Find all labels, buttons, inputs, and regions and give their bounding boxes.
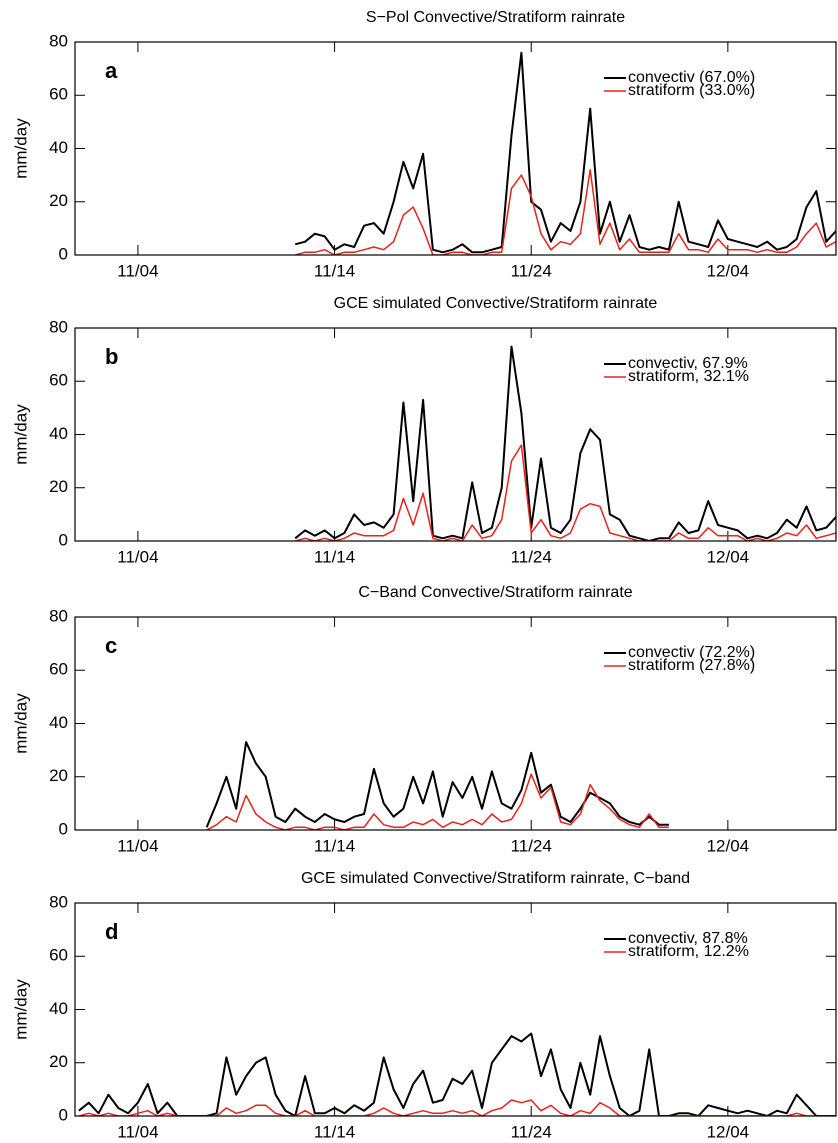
y-tick-label: 0 — [59, 819, 68, 838]
panel-label: d — [105, 919, 118, 944]
y-tick-label: 40 — [49, 424, 68, 443]
panel: S−Pol Convective/Stratiform rainrate mm/d… — [11, 9, 837, 280]
legend-label: convectiv (72.2%) — [628, 644, 755, 661]
series-line — [294, 51, 836, 254]
x-tick-label: 11/04 — [117, 836, 158, 855]
y-tick-label: 60 — [49, 85, 68, 104]
legend-label: stratiform (33.0%) — [628, 82, 755, 99]
y-tick-label: 80 — [49, 892, 68, 911]
x-tick-label: 11/24 — [511, 261, 552, 280]
x-tick-label: 11/14 — [314, 261, 355, 280]
plot-frame — [74, 616, 837, 831]
y-tick-label: 20 — [49, 1052, 68, 1071]
y-tick-label: 20 — [49, 477, 68, 496]
legend-label: convectiv (67.0%) — [628, 69, 755, 86]
y-axis-label: mm/day — [11, 693, 30, 754]
y-tick-label: 60 — [49, 946, 68, 965]
series-line — [205, 741, 669, 828]
series-line — [295, 169, 836, 255]
y-tick-label: 60 — [49, 660, 68, 679]
panel-label: c — [105, 633, 117, 658]
y-tick-label: 40 — [49, 999, 68, 1018]
legend-label: stratiform, 32.1% — [628, 368, 749, 385]
panel: C−Band Convective/Stratiform rainrate mm/… — [11, 584, 837, 855]
y-tick-label: 20 — [49, 191, 68, 210]
y-tick-label: 80 — [49, 606, 68, 625]
x-tick-label: 11/14 — [314, 1122, 355, 1141]
x-tick-label: 11/14 — [314, 547, 355, 566]
x-tick-label: 11/04 — [117, 547, 158, 566]
y-tick-label: 80 — [49, 317, 68, 336]
x-tick-label: 11/04 — [117, 1122, 158, 1141]
x-tick-label: 12/04 — [707, 547, 750, 566]
legend-label: stratiform, 12.2% — [628, 943, 749, 960]
series-line — [78, 1099, 836, 1116]
y-tick-label: 40 — [49, 138, 68, 157]
panel-label: a — [105, 58, 118, 83]
series-line — [206, 773, 669, 830]
series-line — [78, 1032, 836, 1116]
chart-title: S−Pol Convective/Stratiform rainrate — [366, 9, 625, 26]
x-tick-label: 11/14 — [314, 836, 355, 855]
series-line — [294, 345, 836, 541]
y-tick-label: 20 — [49, 766, 68, 785]
y-tick-label: 60 — [49, 371, 68, 390]
x-tick-label: 11/04 — [117, 261, 158, 280]
y-tick-label: 40 — [49, 713, 68, 732]
plot-frame — [74, 327, 837, 542]
x-tick-label: 12/04 — [707, 261, 750, 280]
y-tick-label: 0 — [59, 530, 68, 549]
chart-title: GCE simulated Convective/Stratiform rain… — [301, 870, 690, 887]
plot-frame — [74, 902, 837, 1117]
legend-label: convectiv, 87.8% — [628, 930, 748, 947]
panel-label: b — [105, 344, 118, 369]
x-tick-label: 11/24 — [511, 547, 552, 566]
plot-frame — [74, 41, 837, 256]
chart-title: C−Band Convective/Stratiform rainrate — [358, 584, 632, 601]
x-tick-label: 11/24 — [511, 836, 552, 855]
y-axis-label: mm/day — [11, 118, 30, 179]
panel: GCE simulated Convective/Stratiform rain… — [11, 295, 837, 566]
panel: GCE simulated Convective/Stratiform rain… — [11, 870, 837, 1141]
y-tick-label: 80 — [49, 31, 68, 50]
x-tick-label: 11/24 — [511, 1122, 552, 1141]
legend-label: convectiv, 67.9% — [628, 355, 748, 372]
x-tick-label: 12/04 — [707, 1122, 750, 1141]
y-axis-label: mm/day — [11, 979, 30, 1040]
y-axis-label: mm/day — [11, 404, 30, 465]
x-tick-label: 12/04 — [707, 836, 750, 855]
y-tick-label: 0 — [59, 1105, 68, 1124]
legend-label: stratiform (27.8%) — [628, 657, 755, 674]
chart-title: GCE simulated Convective/Stratiform rain… — [334, 295, 658, 312]
y-tick-label: 0 — [59, 244, 68, 263]
series-line — [295, 444, 836, 541]
